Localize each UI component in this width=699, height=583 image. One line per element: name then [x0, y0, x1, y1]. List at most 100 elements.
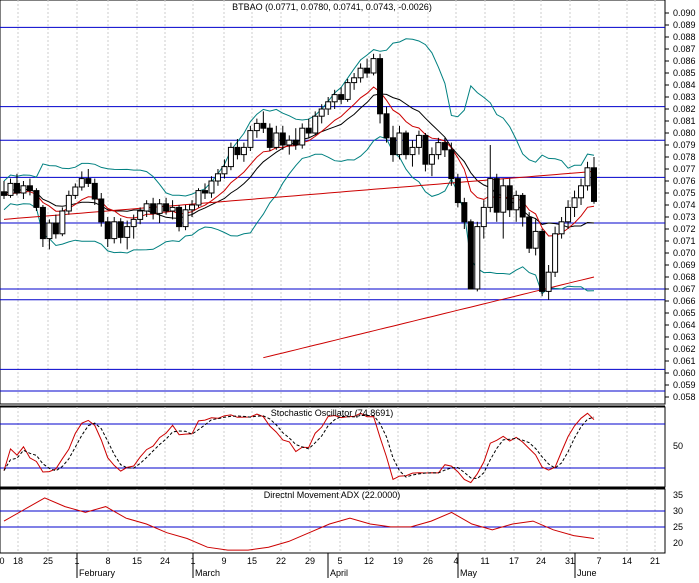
candle-body — [273, 132, 280, 148]
stochastic-d-line — [3, 415, 595, 480]
x-tick-label: 14 — [622, 556, 632, 566]
adx-panel-frame — [0, 488, 666, 554]
adx-y-tick-label: 20 — [673, 538, 683, 548]
candle-body — [558, 221, 565, 235]
candle-body — [506, 185, 513, 211]
candle-body — [390, 137, 397, 156]
main-panel-frame — [0, 0, 666, 405]
y-tick-label: 0.070 — [673, 248, 696, 258]
candle-body — [169, 206, 176, 212]
y-tick-label: 0.090 — [673, 8, 696, 18]
candle-body — [487, 178, 494, 208]
candle-body — [584, 167, 591, 187]
candle-body — [402, 132, 409, 156]
y-tick-label: 0.075 — [673, 188, 696, 198]
x-tick-label: 8 — [105, 556, 110, 566]
x-tick-label: 19 — [393, 556, 403, 566]
x-tick-label: 24 — [536, 556, 546, 566]
candle-body — [91, 182, 98, 200]
y-tick-label: 0.077 — [673, 164, 696, 174]
candle-body — [409, 146, 416, 156]
y-tick-label: 0.061 — [673, 356, 696, 366]
candle-body — [383, 113, 390, 139]
x-month-label: June — [577, 568, 597, 578]
x-tick-label: 0 — [0, 556, 5, 566]
y-tick-label: 0.074 — [673, 200, 696, 210]
candle-body — [195, 190, 202, 206]
candle-body — [591, 167, 597, 202]
candle-body — [299, 127, 306, 146]
candle-body — [1, 191, 7, 196]
candle-body — [156, 203, 163, 214]
candle-body — [163, 203, 170, 212]
y-tick-label: 0.060 — [673, 368, 696, 378]
y-tick-label: 0.072 — [673, 224, 696, 234]
candle-body — [143, 203, 150, 212]
candle-body — [286, 139, 293, 146]
candle-body — [13, 182, 20, 194]
x-tick-label: 18 — [13, 556, 23, 566]
y-tick-label: 0.067 — [673, 284, 696, 294]
x-tick-label: 26 — [423, 556, 433, 566]
y-tick-label: 0.078 — [673, 152, 696, 162]
x-tick-label: 31 — [565, 556, 575, 566]
candle-body — [234, 146, 241, 156]
adx-y-tick-label: 30 — [673, 506, 683, 516]
stochastic-k-line — [3, 412, 595, 484]
candle-body — [137, 210, 144, 220]
stochastic-y-tick-label: 50 — [673, 441, 683, 451]
x-tick-label: 12 — [364, 556, 374, 566]
y-tick-label: 0.084 — [673, 80, 696, 90]
stochastic-title: Stochastic Oscillator (74.8691) — [271, 408, 394, 418]
vertical-grid — [17, 0, 656, 553]
adx-line — [3, 497, 595, 551]
y-tick-label: 0.079 — [673, 140, 696, 150]
candle-body — [441, 142, 448, 151]
x-month-label: April — [330, 568, 348, 578]
candle-body — [65, 194, 72, 212]
y-tick-label: 0.059 — [673, 380, 696, 390]
x-tick-label: 21 — [650, 556, 660, 566]
bollinger-upper-band — [3, 38, 595, 197]
candle-body — [396, 132, 403, 156]
candle-body — [150, 203, 157, 214]
candle-body — [351, 77, 358, 84]
x-tick-label: 11 — [480, 556, 489, 566]
candle-body — [532, 230, 539, 249]
candle-body — [422, 134, 429, 165]
candle-body — [364, 67, 371, 74]
candle-body — [253, 122, 260, 132]
candle-body — [513, 194, 520, 211]
adx-y-tick-label: 35 — [673, 490, 683, 500]
candle-body — [318, 108, 325, 117]
candle-body — [325, 101, 332, 110]
candle-body — [221, 166, 228, 175]
candle-body — [415, 134, 422, 148]
x-tick-label: 17 — [509, 556, 519, 566]
candle-body — [461, 202, 468, 223]
candle-body — [467, 221, 474, 290]
candle-body — [539, 230, 546, 292]
candle-body — [26, 185, 33, 192]
candle-body — [312, 115, 319, 134]
candle-body — [182, 209, 189, 228]
candle-body — [279, 132, 286, 146]
candle-body — [500, 185, 507, 213]
candle-body — [201, 190, 208, 194]
200-day-moving-average-line — [263, 276, 595, 359]
candle-body — [526, 216, 533, 249]
candle-body — [240, 146, 247, 156]
adx-lines — [3, 497, 595, 551]
candle-body — [377, 58, 384, 115]
candle-body — [46, 222, 53, 240]
y-tick-label: 0.071 — [673, 236, 696, 246]
candle-body — [292, 139, 299, 146]
x-tick-label: 15 — [247, 556, 257, 566]
candle-body — [78, 178, 85, 188]
y-tick-label: 0.062 — [673, 344, 696, 354]
candle-body — [85, 178, 92, 184]
candle-body — [39, 206, 46, 240]
x-tick-label: 25 — [43, 556, 53, 566]
